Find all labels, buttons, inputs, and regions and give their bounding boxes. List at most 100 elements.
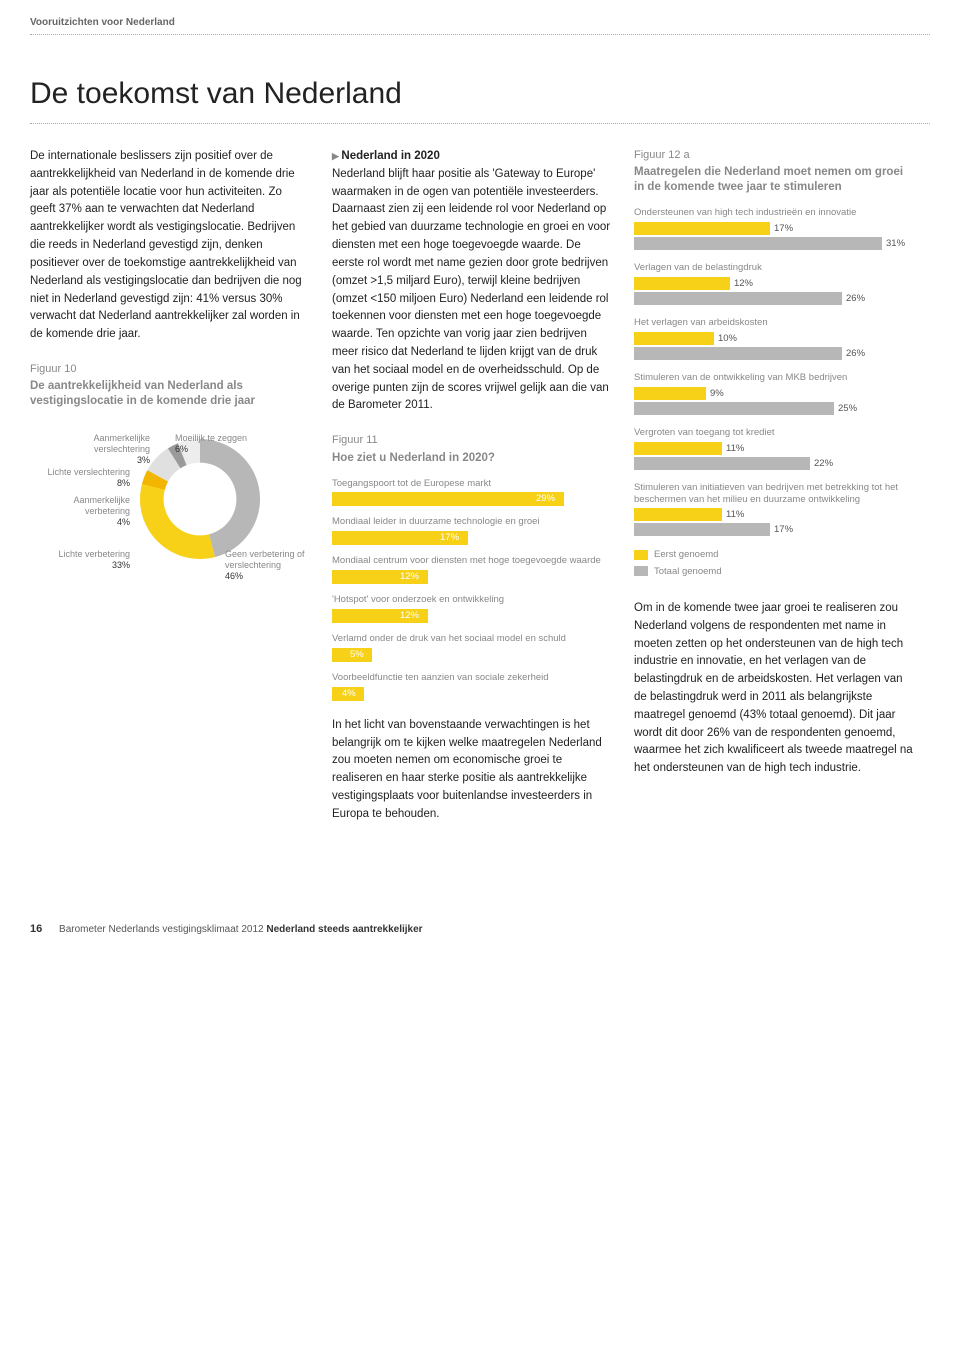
fig12-bar-fill <box>634 508 722 521</box>
donut-slice-label: Moeilijk te zeggen6% <box>175 433 265 455</box>
fig11-bar-value: 12% <box>400 570 419 584</box>
fig12-bar-value: 11% <box>726 508 744 521</box>
fig12-bar-value: 26% <box>846 292 865 305</box>
fig12-bar-value: 9% <box>710 387 724 400</box>
fig10-label: Figuur 10 <box>30 362 310 377</box>
fig12-bar-label: Stimuleren van initiatieven van bedrijve… <box>634 482 914 506</box>
fig12-bar-value: 11% <box>726 442 744 455</box>
section-header: Vooruitzichten voor Nederland <box>30 16 930 30</box>
fig11-bar-value: 5% <box>350 648 364 662</box>
fig12-bar-label: Het verlagen van arbeidskosten <box>634 317 914 329</box>
fig12-bar-fill <box>634 442 722 455</box>
fig12-bar-row: 25% <box>634 402 914 415</box>
divider-top <box>30 34 930 35</box>
fig10-donut-chart: Geen verbetering of verslechtering46%Lic… <box>30 421 310 621</box>
fig11-bar-value: 17% <box>440 531 459 545</box>
fig11-bar-item: Mondiaal centrum voor diensten met hoge … <box>332 555 612 584</box>
fig12-bar-row: 12% <box>634 277 914 290</box>
fig12-bar-row: 11% <box>634 508 914 521</box>
fig11-bar-item: Voorbeeldfunctie ten aanzien van sociale… <box>332 672 612 701</box>
main-columns: De internationale beslissers zijn positi… <box>30 148 930 842</box>
fig11-bar-track: 5% <box>332 648 612 662</box>
fig12-bar-row: 26% <box>634 292 914 305</box>
fig12-title: Maatregelen die Nederland moet nemen om … <box>634 165 914 195</box>
fig12-bar-fill <box>634 402 834 415</box>
fig11-bar-chart: Toegangspoort tot de Europese markt 29% Mo… <box>332 478 612 701</box>
fig11-bar-label: Verlamd onder de druk van het sociaal mo… <box>332 633 612 645</box>
fig12-bar-row: 17% <box>634 222 914 235</box>
fig12-bar-item: Stimuleren van initiatieven van bedrijve… <box>634 482 914 537</box>
donut-slice-label: Lichte verslechtering8% <box>30 467 130 489</box>
legend-row-2: Totaal genoemd <box>634 565 914 578</box>
col2-paragraph-1: Nederland in 2020 Nederland blijft haar … <box>332 148 612 415</box>
fig12-bar-value: 22% <box>814 457 833 470</box>
fig12-bar-value: 12% <box>734 277 753 290</box>
footer-text-1: Barometer Nederlands vestigingsklimaat 2… <box>59 924 266 935</box>
fig12-bar-fill <box>634 237 882 250</box>
page-footer: 16 Barometer Nederlands vestigingsklimaa… <box>30 922 930 937</box>
donut-slice-label: Lichte verbetering33% <box>30 549 130 571</box>
fig11-bar-value: 12% <box>400 609 419 623</box>
fig11-bar-item: 'Hotspot' voor onderzoek en ontwikkeling… <box>332 594 612 623</box>
fig11-title: Hoe ziet u Nederland in 2020? <box>332 451 612 466</box>
col2-subheading: Nederland in 2020 <box>332 150 440 162</box>
legend-swatch-total <box>634 566 648 576</box>
fig12-bar-row: 17% <box>634 523 914 536</box>
donut-svg <box>140 439 260 559</box>
fig12-bar-fill <box>634 347 842 360</box>
fig12-bar-value: 31% <box>886 237 905 250</box>
fig11-bar-track: 12% <box>332 609 612 623</box>
fig11-bar-label: Voorbeeldfunctie ten aanzien van sociale… <box>332 672 612 684</box>
fig10-title: De aantrekkelijkheid van Nederland als v… <box>30 379 310 409</box>
column-3: Figuur 12 a Maatregelen die Nederland mo… <box>634 148 914 842</box>
fig12-bar-fill <box>634 332 714 345</box>
intro-paragraph: De internationale beslissers zijn positi… <box>30 148 310 344</box>
fig12-bar-value: 17% <box>774 222 793 235</box>
fig11-bar-value: 4% <box>342 687 356 701</box>
fig12-bar-row: 26% <box>634 347 914 360</box>
fig11-bar-label: Toegangspoort tot de Europese markt <box>332 478 612 490</box>
fig12-bar-fill <box>634 457 810 470</box>
column-1: De internationale beslissers zijn positi… <box>30 148 310 842</box>
fig12-bar-row: 22% <box>634 457 914 470</box>
fig12-bar-value: 26% <box>846 347 865 360</box>
fig11-bar-label: 'Hotspot' voor onderzoek en ontwikkeling <box>332 594 612 606</box>
fig12-bar-item: Vergroten van toegang tot krediet 11% 22% <box>634 427 914 470</box>
fig12-bar-row: 11% <box>634 442 914 455</box>
fig12-bar-chart: Ondersteunen van high tech industrieën e… <box>634 207 914 536</box>
fig12-bar-label: Ondersteunen van high tech industrieën e… <box>634 207 914 219</box>
legend-swatch-first <box>634 550 648 560</box>
fig12-bar-fill <box>634 387 706 400</box>
fig11-bar-item: Mondiaal leider in duurzame technologie … <box>332 516 612 545</box>
fig12-bar-item: Stimuleren van de ontwikkeling van MKB b… <box>634 372 914 415</box>
fig11-bar-item: Verlamd onder de druk van het sociaal mo… <box>332 633 612 662</box>
fig12-bar-item: Verlagen van de belastingdruk 12% 26% <box>634 262 914 305</box>
fig12-bar-row: 10% <box>634 332 914 345</box>
fig12-bar-fill <box>634 222 770 235</box>
donut-slice-label: Aanmerkelijke verbetering4% <box>30 495 130 527</box>
fig12-bar-label: Verlagen van de belastingdruk <box>634 262 914 274</box>
fig11-bar-label: Mondiaal leider in duurzame technologie … <box>332 516 612 528</box>
footer-text-2: Nederland steeds aantrekkelijker <box>266 924 422 935</box>
fig11-label: Figuur 11 <box>332 433 612 448</box>
col2-paragraph-2: In het licht van bovenstaande verwachtin… <box>332 717 612 824</box>
fig12-bar-fill <box>634 292 842 305</box>
donut-slice-label: Geen verbetering of verslechtering46% <box>225 549 315 581</box>
fig11-bar-track: 29% <box>332 492 612 506</box>
fig12-bar-value: 17% <box>774 523 793 536</box>
legend-label-first: Eerst genoemd <box>654 548 718 561</box>
legend-label-total: Totaal genoemd <box>654 565 722 578</box>
column-2: Nederland in 2020 Nederland blijft haar … <box>332 148 612 842</box>
legend-row-1: Eerst genoemd <box>634 548 914 561</box>
fig12-bar-item: Ondersteunen van high tech industrieën e… <box>634 207 914 250</box>
divider-under-title <box>30 123 930 124</box>
page-number: 16 <box>30 923 42 935</box>
fig12-bar-fill <box>634 277 730 290</box>
fig12-bar-fill <box>634 523 770 536</box>
fig12-bar-item: Het verlagen van arbeidskosten 10% 26% <box>634 317 914 360</box>
fig11-bar-track: 4% <box>332 687 612 701</box>
col3-paragraph: Om in de komende twee jaar groei te real… <box>634 600 914 778</box>
fig12-bar-label: Vergroten van toegang tot krediet <box>634 427 914 439</box>
fig11-bar-track: 12% <box>332 570 612 584</box>
fig11-bar-track: 17% <box>332 531 612 545</box>
